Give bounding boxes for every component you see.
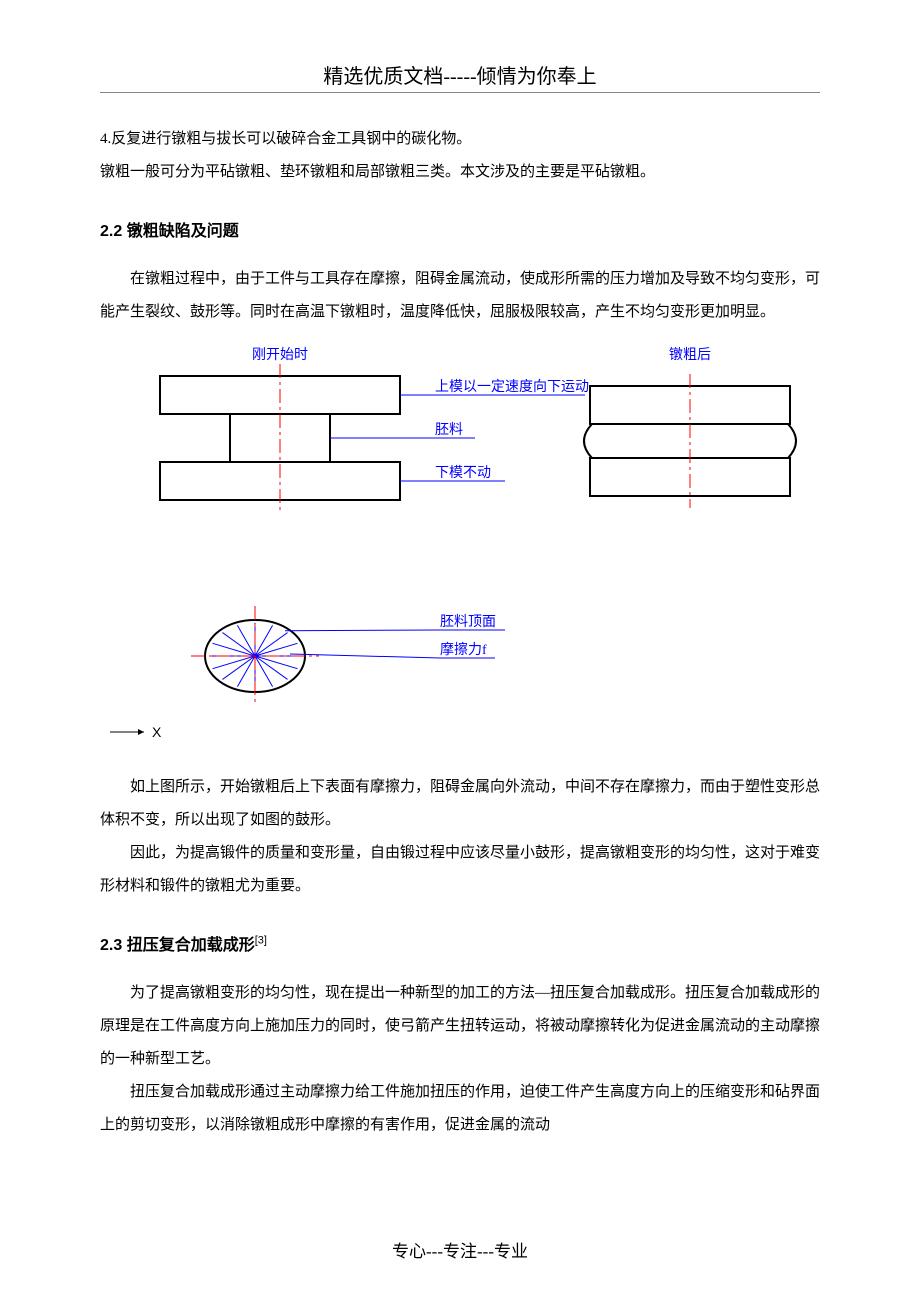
svg-text:下模不动: 下模不动 — [435, 465, 491, 481]
paragraph-1: 4.反复进行镦粗与拔长可以破碎合金工具钢中的碳化物。 — [100, 123, 820, 156]
svg-text:摩擦力f: 摩擦力f — [440, 641, 487, 658]
svg-text:镦粗后: 镦粗后 — [669, 346, 711, 363]
heading-2-3-text: 2.3 扭压复合加载成形 — [100, 937, 255, 954]
heading-2-3: 2.3 扭压复合加载成形[3] — [100, 931, 820, 955]
page-header: 精选优质文档-----倾情为你奉上 — [100, 60, 820, 89]
paragraph-3: 在镦粗过程中，由于工件与工具存在摩擦，阻碍金属流动，使成形所需的压力增加及导致不… — [100, 263, 820, 329]
paragraph-6: 为了提高镦粗变形的均匀性，现在提出一种新型的加工的方法—扭压复合加载成形。扭压复… — [100, 977, 820, 1076]
paragraph-7: 扭压复合加载成形通过主动摩擦力给工件施加扭压的作用，迫使工件产生高度方向上的压缩… — [100, 1076, 820, 1142]
svg-text:刚开始时: 刚开始时 — [252, 347, 308, 363]
heading-2-2: 2.2 镦粗缺陷及问题 — [100, 217, 820, 241]
svg-text:胚料: 胚料 — [435, 422, 463, 438]
paragraph-5: 因此，为提高锻件的质量和变形量，自由锻过程中应该尽量小鼓形，提高镦粗变形的均匀性… — [100, 837, 820, 903]
upsetting-diagram: 刚开始时上模以一定速度向下运动胚料下模不动 镦粗后胚料顶面摩擦力f X — [100, 341, 820, 761]
paragraph-4: 如上图所示，开始镦粗后上下表面有摩擦力，阻碍金属向外流动，中间不存在摩擦力，而由… — [100, 771, 820, 837]
page-footer: 专心---专注---专业 — [0, 1237, 920, 1262]
header-underline — [100, 92, 820, 93]
svg-text:上模以一定速度向下运动: 上模以一定速度向下运动 — [435, 379, 589, 395]
paragraph-2: 镦粗一般可分为平砧镦粗、垫环镦粗和局部镦粗三类。本文涉及的主要是平砧镦粗。 — [100, 156, 820, 189]
svg-text:X: X — [152, 724, 162, 740]
heading-2-3-ref: [3] — [255, 935, 267, 947]
svg-text:胚料顶面: 胚料顶面 — [440, 614, 496, 630]
